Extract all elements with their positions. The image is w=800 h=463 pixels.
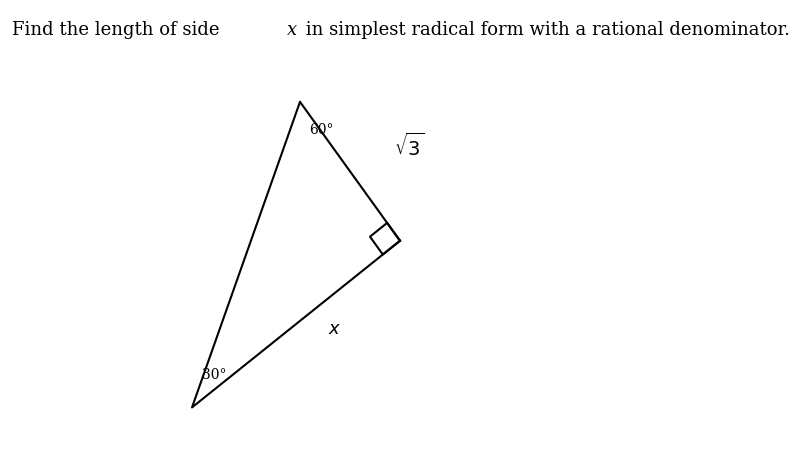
Text: 60°: 60° bbox=[310, 123, 334, 137]
Text: in simplest radical form with a rational denominator.: in simplest radical form with a rational… bbox=[300, 21, 790, 39]
Text: x: x bbox=[287, 21, 298, 39]
Text: Find the length of side: Find the length of side bbox=[12, 21, 226, 39]
Text: $x$: $x$ bbox=[328, 320, 342, 338]
Text: $\sqrt{3}$: $\sqrt{3}$ bbox=[394, 132, 425, 159]
Text: 30°: 30° bbox=[202, 368, 227, 382]
